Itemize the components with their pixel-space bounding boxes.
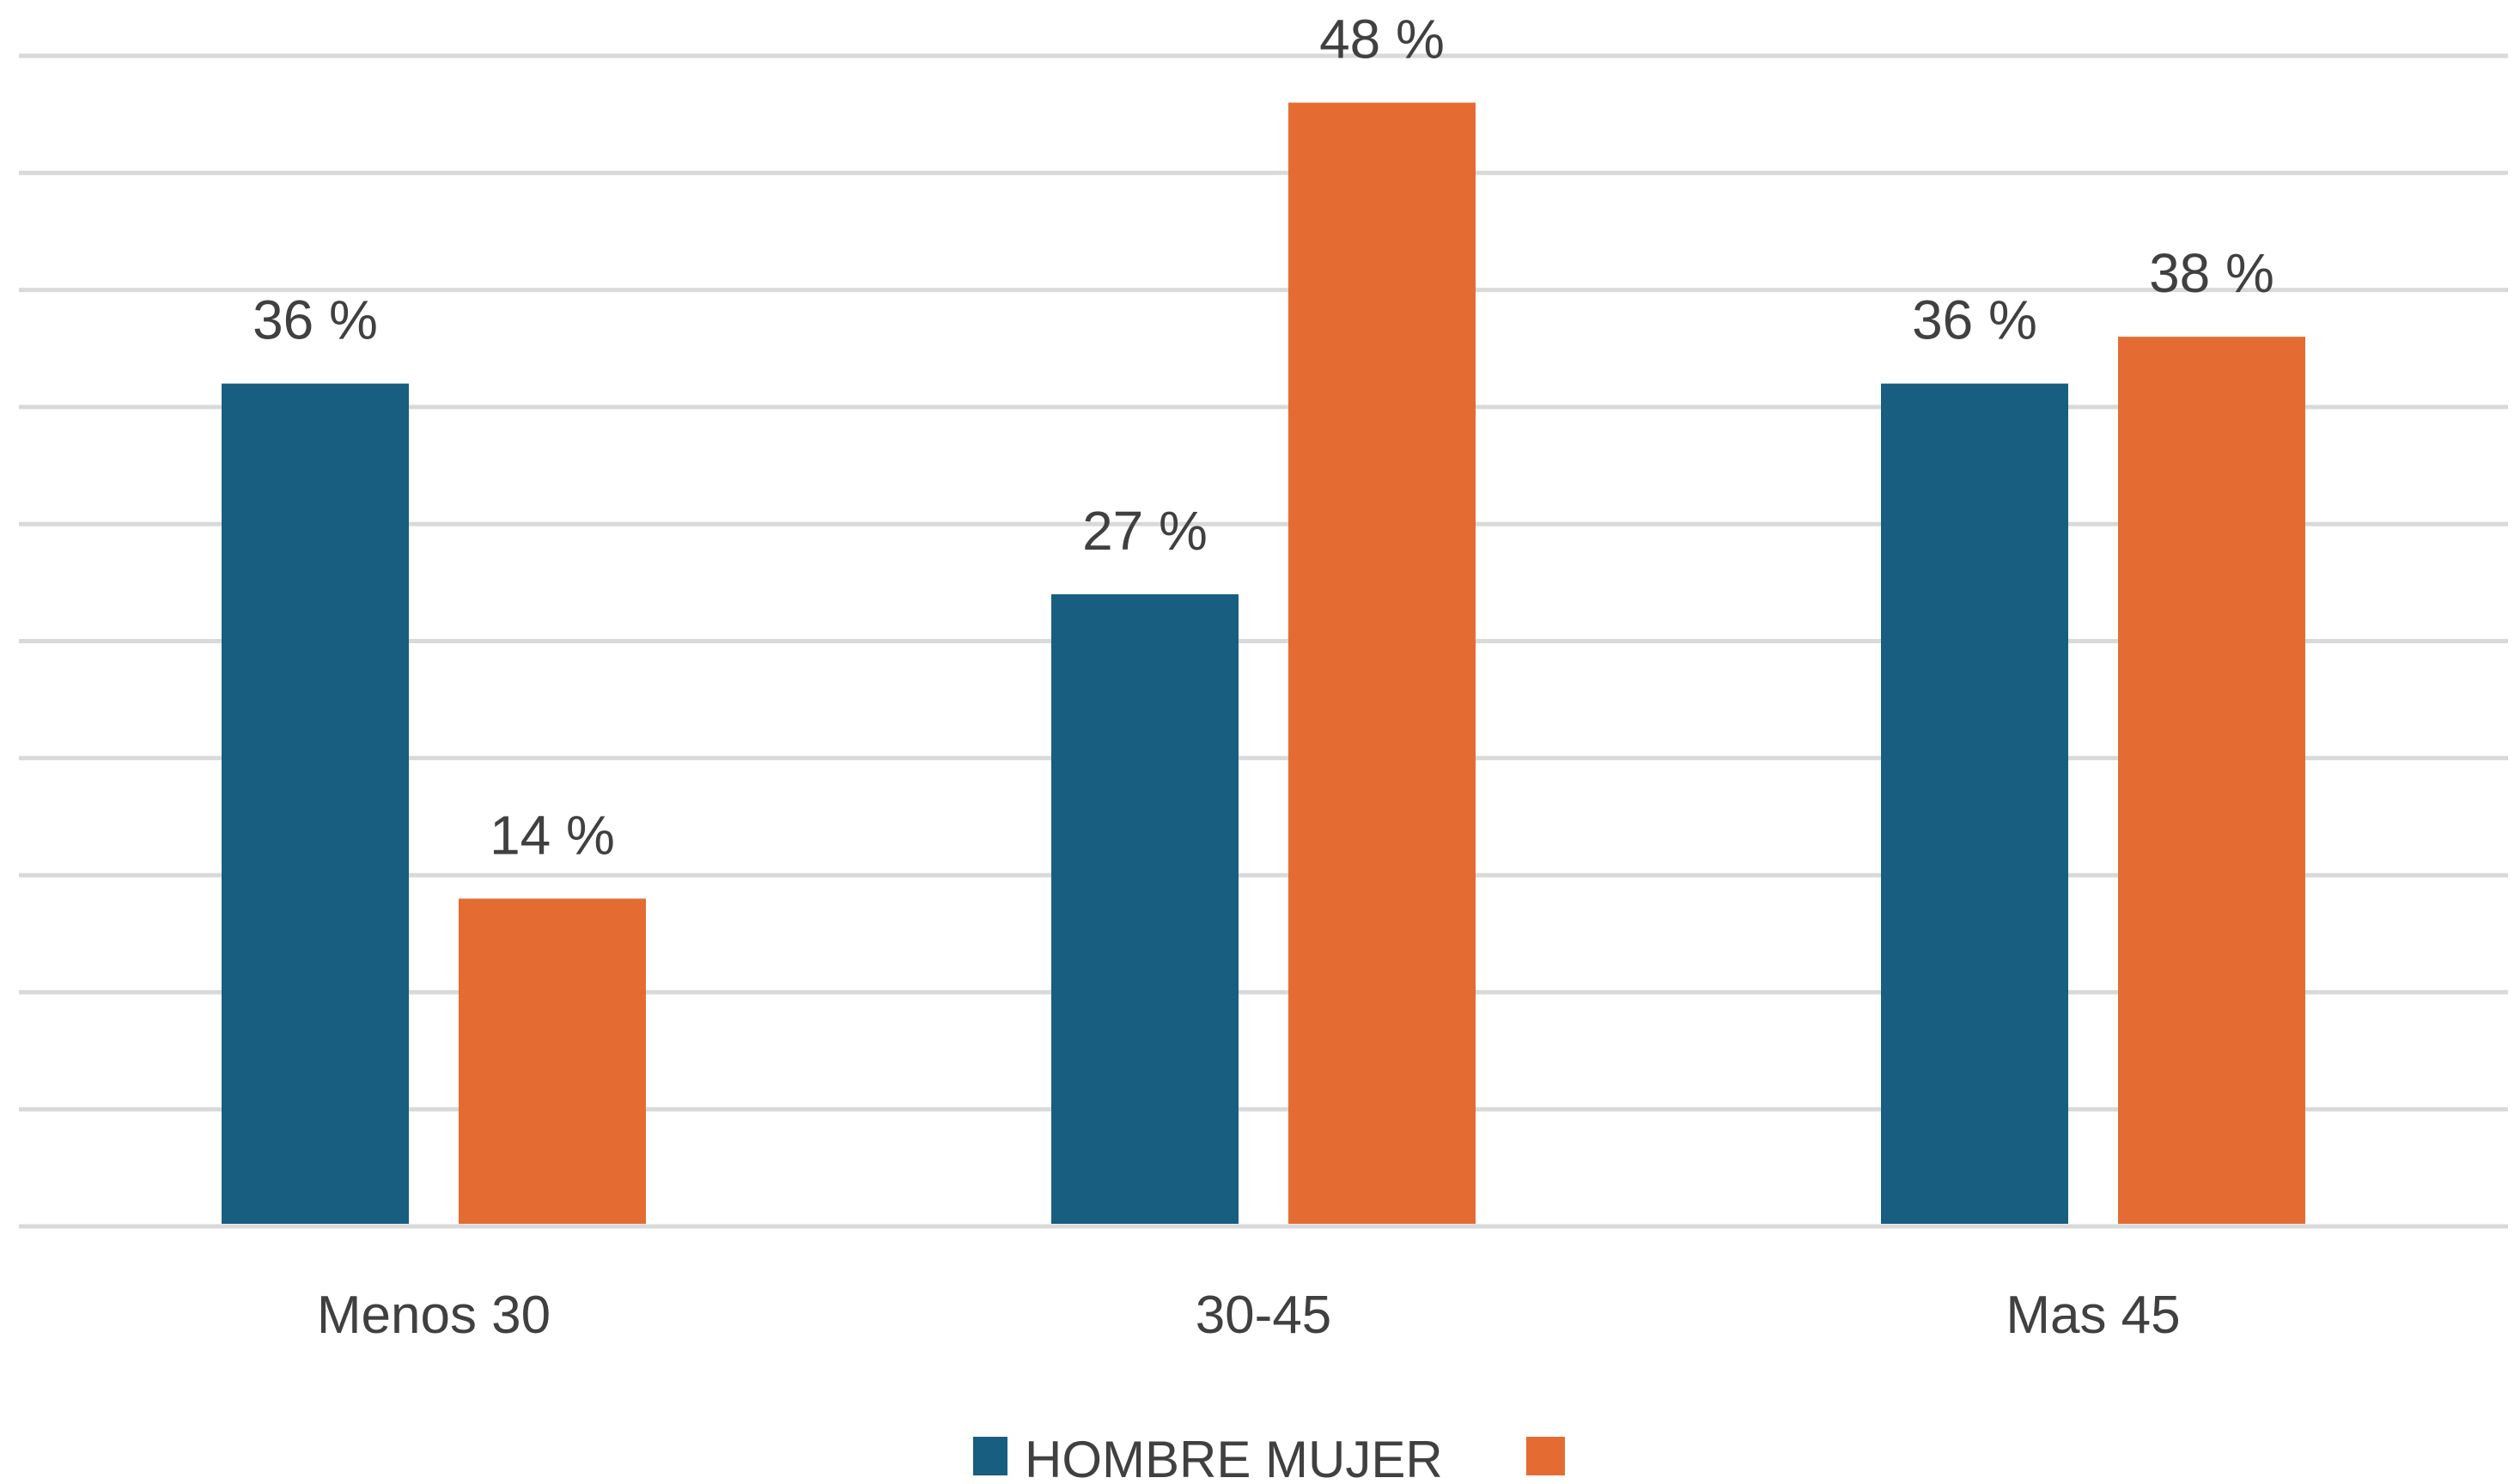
data-label-mujer-2: 48 % [1319,9,1445,70]
bar-hombre-1 [222,383,409,1224]
bar-hombre-3 [1881,383,2068,1224]
data-label-mujer-3: 38 % [2149,242,2274,304]
bar-mujer-2 [1288,102,1476,1224]
data-labels: 36 % 14 % 27 % 48 % 36 % 38 % [253,9,2274,867]
bar-hombre-2 [1051,593,1239,1224]
data-label-hombre-1: 36 % [253,289,378,351]
legend-label: HOMBRE MUJER [1025,1431,1443,1480]
bar-mujer-1 [459,898,646,1224]
data-label-mujer-1: 14 % [490,804,615,866]
category-labels: Menos 30 30-45 Mas 45 [317,1286,2181,1345]
data-label-hombre-2: 27 % [1082,500,1208,562]
data-label-hombre-3: 36 % [1912,289,2037,351]
legend: HOMBRE MUJER [973,1431,1565,1484]
gridlines [19,53,2508,1229]
legend-swatch-mujer [1526,1437,1565,1475]
category-label-2: 30-45 [1196,1286,1332,1345]
bar-mujer-3 [2118,337,2305,1224]
legend-swatch-hombre [973,1437,1007,1475]
category-label-3: Mas 45 [2006,1286,2180,1345]
bars [222,102,2305,1224]
category-label-1: Menos 30 [317,1286,551,1345]
